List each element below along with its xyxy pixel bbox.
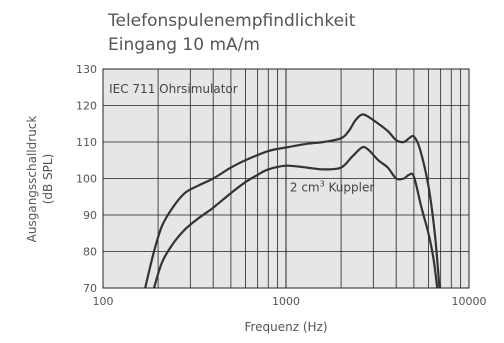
series-line-2 — [152, 145, 439, 289]
series-layer — [144, 113, 441, 289]
y-tick-label: 100 — [76, 173, 97, 186]
y-tick-label: 90 — [83, 209, 97, 222]
y-tick-labels: 70 80 90 100 110 120 130 — [76, 63, 97, 295]
chart-subtitle: Eingang 10 mA/m — [108, 35, 260, 55]
y-tick-label: 80 — [83, 246, 97, 259]
annotation-2cm3-superscript: 3 — [320, 180, 325, 189]
plot-frame — [102, 68, 470, 289]
x-tick-labels: 100 1000 10000 — [93, 295, 487, 308]
chart-title: Telefonspulenempfindlichkeit — [107, 11, 356, 31]
y-axis-label-line1: Ausgangsschalldruck — [25, 116, 39, 243]
x-axis-label: Frequenz (Hz) — [244, 320, 327, 334]
series-line-1 — [144, 113, 441, 289]
x-tick-label: 10000 — [452, 295, 487, 308]
y-tick-label: 70 — [83, 282, 97, 295]
annotation-2cm3-coupler: 2 cm3 Kuppler — [290, 180, 374, 195]
x-tick-label: 100 — [93, 295, 114, 308]
y-tick-label: 120 — [76, 100, 97, 113]
y-tick-label: 110 — [76, 136, 97, 149]
y-tick-label: 130 — [76, 63, 97, 76]
y-axis-label-line2: (dB SPL) — [41, 154, 55, 205]
annotation-iec-711: IEC 711 Ohrsimulator — [109, 82, 238, 96]
x-tick-label: 1000 — [272, 295, 300, 308]
annotation-2cm3-main: 2 cm — [290, 181, 320, 195]
annotation-2cm3-tail: Kuppler — [325, 181, 375, 195]
